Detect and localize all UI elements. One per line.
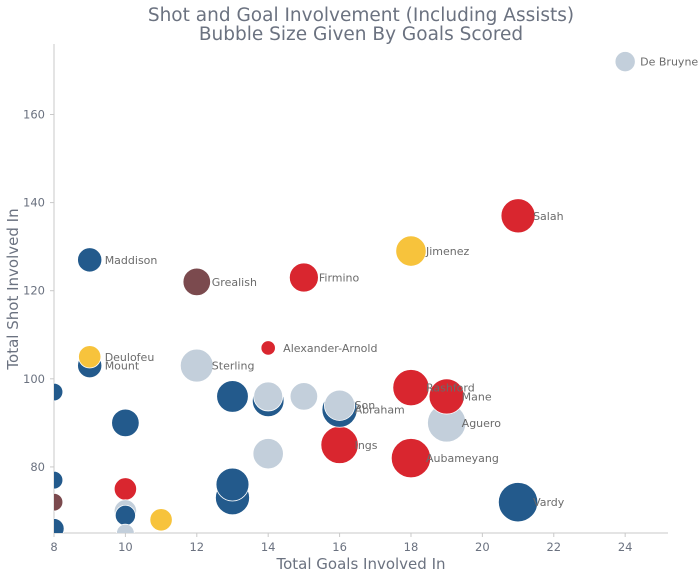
point-label-salah: Salah	[533, 210, 564, 223]
bubble-unlabeled	[54, 382, 64, 402]
bubble-sterling	[179, 348, 214, 383]
x-tick-label: 14	[261, 540, 276, 554]
point-label-maddison: Maddison	[105, 254, 158, 267]
y-axis-ticks: 80 100 120 140 160	[23, 107, 54, 474]
x-axis-ticks: 8 10 12 14 16 18 20 22 24	[50, 533, 632, 554]
point-label-vardy: Vardy	[533, 496, 565, 509]
bubble-unlabeled	[215, 467, 250, 502]
point-label-rashford: Rashford	[426, 382, 475, 395]
bubble-firmino	[288, 262, 319, 293]
x-tick-label: 22	[546, 540, 561, 554]
bubble-deulofeu	[78, 345, 102, 369]
chart-title: Shot and Goal Involvement (Including Ass…	[148, 5, 574, 26]
bubble-alexander-arnold	[260, 340, 276, 356]
bubble-salah	[500, 198, 536, 234]
point-label-alexander-arnold: Alexander-Arnold	[283, 342, 377, 355]
point-label-grealish: Grealish	[212, 276, 257, 289]
bubble-unlabeled	[114, 504, 136, 526]
y-tick-label: 80	[30, 460, 45, 474]
y-tick-label: 120	[23, 284, 45, 298]
bubble-unlabeled	[111, 408, 140, 438]
bubble-unlabeled	[116, 523, 135, 533]
bubble-unlabeled	[113, 477, 137, 501]
bubble-unlabeled	[216, 380, 249, 413]
point-label-deulofeu: Deulofeu	[105, 351, 155, 364]
bubble-unlabeled	[253, 381, 284, 412]
point-label-de-bruyne: De Bruyne	[640, 56, 698, 69]
x-tick-label: 8	[50, 540, 57, 554]
bubble-mane	[428, 378, 465, 415]
x-tick-label: 24	[618, 540, 633, 554]
bubble-rashford	[392, 369, 430, 407]
bubble-vardy	[497, 482, 539, 523]
bubble-son	[323, 389, 356, 421]
bubble-unlabeled	[252, 438, 284, 470]
bubble-jimenez	[395, 235, 427, 267]
point-label-mane: Mane	[462, 390, 492, 403]
x-tick-label: 16	[332, 540, 347, 554]
point-label-jimenez: Jimenez	[425, 245, 470, 258]
bubble-de-bruyne	[614, 51, 636, 73]
x-tick-label: 20	[475, 540, 490, 554]
point-label-sterling: Sterling	[212, 360, 255, 373]
bubble-unlabeled	[149, 508, 173, 532]
point-label-mount: Mount	[105, 360, 140, 373]
x-axis-label: Total Goals Involved In	[275, 555, 445, 573]
bubble-unlabeled	[54, 492, 64, 512]
y-tick-label: 160	[23, 107, 45, 121]
point-label-firmino: Firmino	[319, 271, 360, 284]
point-labels-layer: De Bruyne Salah Jimenez Maddison Grealish Fir…	[105, 56, 698, 510]
bubble-unlabeled	[54, 470, 64, 490]
bubbles-layer	[54, 51, 636, 533]
point-label-aubameyang: Aubameyang	[426, 452, 499, 465]
bubble-grealish	[182, 267, 211, 297]
y-tick-label: 100	[23, 372, 45, 386]
bubble-aubameyang	[390, 438, 432, 479]
x-tick-label: 12	[189, 540, 204, 554]
point-label-ings: Ings	[355, 439, 378, 452]
point-label-abraham: Abraham	[355, 404, 405, 417]
x-tick-label: 10	[118, 540, 133, 554]
chart-subtitle: Bubble Size Given By Goals Scored	[199, 24, 523, 45]
y-axis-label: Total Shot Involved In	[4, 208, 22, 370]
bubble-unlabeled	[54, 518, 65, 533]
point-label-son: Son	[355, 399, 376, 412]
y-tick-label: 140	[23, 196, 45, 210]
x-tick-label: 18	[404, 540, 419, 554]
point-label-aguero: Aguero	[462, 417, 502, 430]
bubble-ings	[320, 425, 359, 464]
bubble-unlabeled	[289, 382, 319, 411]
bubble-maddison	[77, 247, 103, 273]
